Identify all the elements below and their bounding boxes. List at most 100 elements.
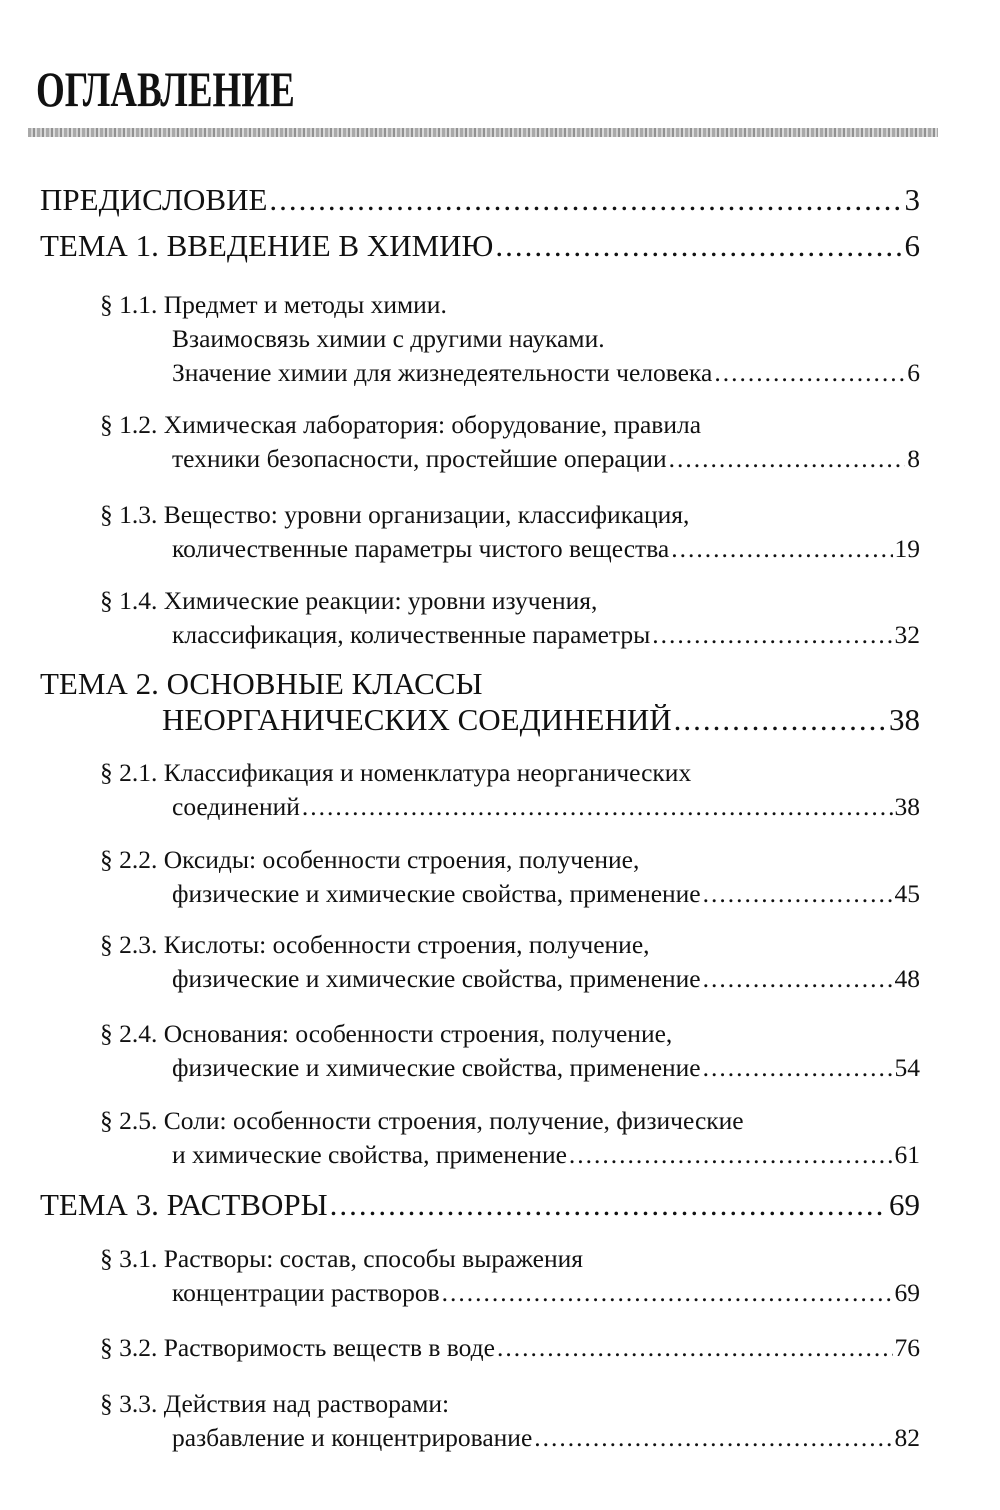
dot-leader — [495, 228, 902, 264]
dot-leader — [669, 444, 906, 474]
entry-title-text: § 1.3. Вещество: уровни организации, кла… — [100, 500, 690, 529]
toc-section-entry[interactable]: § 3.3. Действия над растворами: разбавлен… — [100, 1389, 920, 1457]
page-number: 38 — [894, 792, 921, 821]
entry-title-text: § 3.1. Растворы: состав, способы выражен… — [100, 1244, 584, 1273]
page-number: 19 — [894, 534, 921, 563]
entry-title-text: § 2.1. Классификация и номенклатура неор… — [100, 758, 692, 787]
toc-topic-entry[interactable]: ПРЕДИСЛОВИЕ 3 — [40, 182, 920, 218]
toc-section-entry[interactable]: § 2.5. Соли: особенности строения, получ… — [100, 1106, 920, 1174]
entry-line: Взаимосвязь химии с другими науками. — [100, 324, 920, 358]
page-number: 32 — [894, 620, 921, 649]
entry-line: ТЕМА 1. ВВЕДЕНИЕ В ХИМИЮ 6 — [40, 228, 920, 264]
entry-title-text: ТЕМА 3. РАСТВОРЫ — [40, 1187, 328, 1222]
entry-line: § 2.5. Соли: особенности строения, получ… — [100, 1106, 920, 1140]
page-number: 54 — [894, 1053, 921, 1082]
entry-line: НЕОРГАНИЧЕСКИХ СОЕДИНЕНИЙ 38 — [40, 702, 920, 738]
entry-title-text: количественные параметры чистого веществ… — [172, 534, 670, 563]
entry-title-text: Значение химии для жизнедеятельности чел… — [172, 358, 713, 387]
page-number: 69 — [889, 1187, 920, 1222]
entry-title-text: § 2.3. Кислоты: особенности строения, по… — [100, 930, 650, 959]
title-divider — [28, 128, 938, 137]
dot-leader — [703, 1053, 893, 1083]
entry-title-text: физические и химические свойства, примен… — [172, 879, 701, 908]
dot-leader — [674, 702, 887, 738]
entry-line: Значение химии для жизнедеятельности чел… — [100, 358, 920, 392]
page-number: 61 — [894, 1140, 921, 1169]
dot-leader — [714, 358, 905, 388]
entry-line: классификация, количественные параметры 3… — [100, 620, 920, 654]
page-number: 38 — [889, 702, 920, 737]
page-number: 6 — [904, 228, 921, 263]
toc-section-entry[interactable]: § 1.3. Вещество: уровни организации, кла… — [100, 500, 920, 568]
entry-title-text: § 3.2. Растворимость веществ в воде — [100, 1333, 495, 1362]
toc-section-entry[interactable]: § 2.2. Оксиды: особенности строения, пол… — [100, 845, 920, 913]
entry-title-text: физические и химические свойства, примен… — [172, 964, 701, 993]
toc-section-entry[interactable]: § 2.1. Классификация и номенклатура неор… — [100, 758, 920, 826]
entry-line: физические и химические свойства, примен… — [100, 1053, 920, 1087]
entry-line: § 3.2. Растворимость веществ в воде 76 — [100, 1333, 920, 1367]
dot-leader — [302, 792, 893, 822]
page-number: 69 — [894, 1278, 921, 1307]
page-number: 48 — [894, 964, 921, 993]
entry-title-text: § 2.2. Оксиды: особенности строения, пол… — [100, 845, 640, 874]
entry-line: § 3.1. Растворы: состав, способы выражен… — [100, 1244, 920, 1278]
dot-leader — [442, 1278, 893, 1308]
page-number: 3 — [904, 182, 921, 217]
dot-leader — [330, 1187, 887, 1223]
entry-line: концентрации растворов 69 — [100, 1278, 920, 1312]
entry-line: § 2.3. Кислоты: особенности строения, по… — [100, 930, 920, 964]
entry-title-text: разбавление и концентрирование — [172, 1423, 533, 1452]
entry-line: § 1.3. Вещество: уровни организации, кла… — [100, 500, 920, 534]
dot-leader — [534, 1423, 892, 1453]
page-number: 76 — [894, 1333, 921, 1362]
entry-line: количественные параметры чистого веществ… — [100, 534, 920, 568]
entry-title-text: § 2.4. Основания: особенности строения, … — [100, 1019, 673, 1048]
toc-section-entry[interactable]: § 1.2. Химическая лаборатория: оборудова… — [100, 410, 920, 478]
entry-title-text: ТЕМА 1. ВВЕДЕНИЕ В ХИМИЮ — [40, 228, 494, 263]
entry-title-text: ПРЕДИСЛОВИЕ — [40, 182, 268, 217]
dot-leader — [269, 182, 902, 218]
dot-leader — [652, 620, 892, 650]
entry-title-text: ТЕМА 2. ОСНОВНЫЕ КЛАССЫ — [40, 666, 483, 701]
entry-title-text: § 1.1. Предмет и методы химии. — [100, 290, 447, 319]
page-number: 8 — [907, 444, 920, 473]
toc-section-entry[interactable]: § 1.4. Химические реакции: уровни изучен… — [100, 586, 920, 654]
toc-section-entry[interactable]: § 2.4. Основания: особенности строения, … — [100, 1019, 920, 1087]
entry-title-text: § 1.4. Химические реакции: уровни изучен… — [100, 586, 598, 615]
entry-title-text: § 3.3. Действия над растворами: — [100, 1389, 450, 1418]
entry-title-text: § 2.5. Соли: особенности строения, получ… — [100, 1106, 744, 1135]
toc-section-entry[interactable]: § 3.1. Растворы: состав, способы выражен… — [100, 1244, 920, 1312]
entry-title-text: техники безопасности, простейшие операци… — [172, 444, 667, 473]
entry-line: § 1.2. Химическая лаборатория: оборудова… — [100, 410, 920, 444]
entry-line: § 2.4. Основания: особенности строения, … — [100, 1019, 920, 1053]
entry-title-text: концентрации растворов — [172, 1278, 440, 1307]
page-number: 82 — [894, 1423, 921, 1452]
entry-line: § 2.2. Оксиды: особенности строения, пол… — [100, 845, 920, 879]
entry-line: физические и химические свойства, примен… — [100, 964, 920, 998]
toc-section-entry[interactable]: § 2.3. Кислоты: особенности строения, по… — [100, 930, 920, 998]
toc-topic-entry[interactable]: ТЕМА 2. ОСНОВНЫЕ КЛАССЫ НЕОРГАНИЧЕСКИХ СО… — [40, 666, 920, 738]
toc-topic-entry[interactable]: ТЕМА 1. ВВЕДЕНИЕ В ХИМИЮ 6 — [40, 228, 920, 264]
entry-line: и химические свойства, применение 61 — [100, 1140, 920, 1174]
entry-title-text: соединений — [172, 792, 300, 821]
entry-line: § 1.1. Предмет и методы химии. — [100, 290, 920, 324]
entry-line: соединений 38 — [100, 792, 920, 826]
page-title: ОГЛАВЛЕНИЕ — [36, 61, 295, 117]
toc-section-entry[interactable]: § 1.1. Предмет и методы химии. Взаимосвяз… — [100, 290, 920, 392]
entry-line: разбавление и концентрирование 82 — [100, 1423, 920, 1457]
dot-leader — [703, 964, 893, 994]
toc-section-entry[interactable]: § 3.2. Растворимость веществ в воде 76 — [100, 1333, 920, 1367]
entry-line: ПРЕДИСЛОВИЕ 3 — [40, 182, 920, 218]
dot-leader — [671, 534, 892, 564]
entry-title-text: физические и химические свойства, примен… — [172, 1053, 701, 1082]
entry-title-text: НЕОРГАНИЧЕСКИХ СОЕДИНЕНИЙ — [162, 702, 672, 737]
entry-line: ТЕМА 3. РАСТВОРЫ 69 — [40, 1187, 920, 1223]
dot-leader — [703, 879, 893, 909]
entry-title-text: и химические свойства, применение — [172, 1140, 567, 1169]
toc-topic-entry[interactable]: ТЕМА 3. РАСТВОРЫ 69 — [40, 1187, 920, 1223]
entry-line: физические и химические свойства, примен… — [100, 879, 920, 913]
entry-title-text: § 1.2. Химическая лаборатория: оборудова… — [100, 410, 702, 439]
entry-line: ТЕМА 2. ОСНОВНЫЕ КЛАССЫ — [40, 666, 920, 702]
entry-title-text: классификация, количественные параметры — [172, 620, 651, 649]
entry-line: техники безопасности, простейшие операци… — [100, 444, 920, 478]
